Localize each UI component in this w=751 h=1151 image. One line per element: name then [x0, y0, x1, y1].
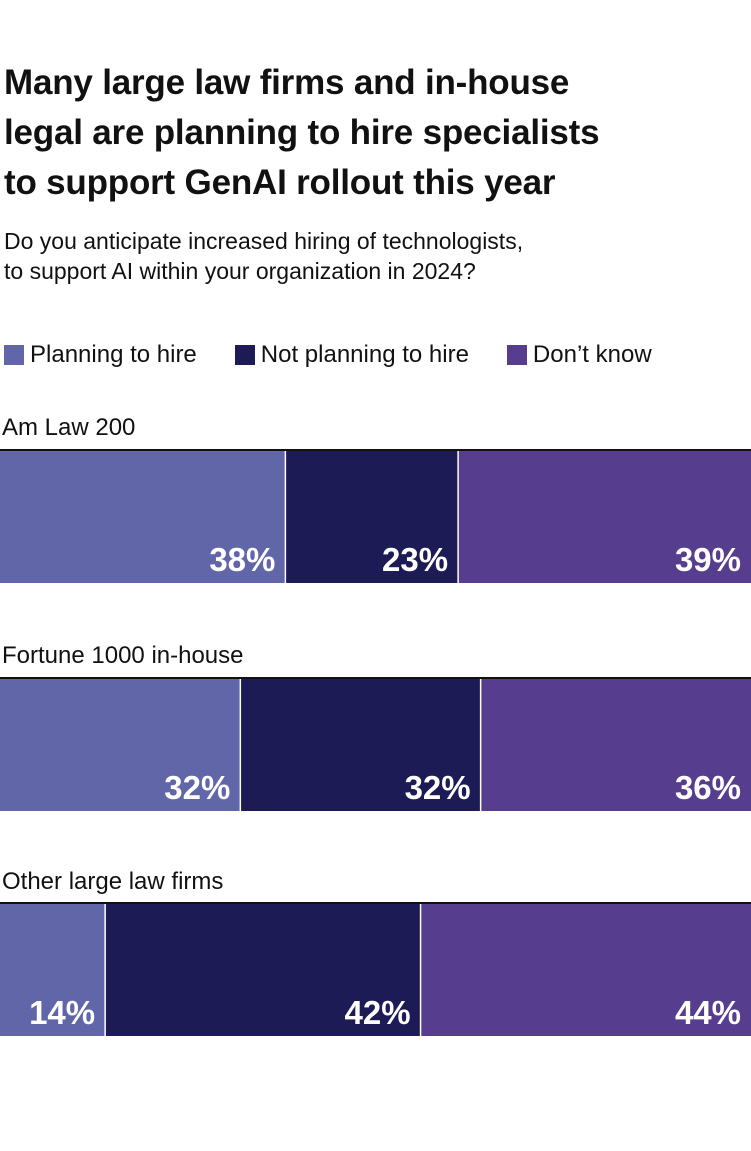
legend-item-dont-know: Don’t know — [506, 341, 652, 369]
data-label-am-law-200-not-planning: 23% — [382, 541, 448, 578]
title-line-3: to support GenAI rollout this year — [4, 163, 556, 202]
subtitle-line-1: Do you anticipate increased hiring of te… — [4, 228, 524, 254]
legend-item-planning: Planning to hire — [4, 341, 197, 369]
chart-subtitle: Do you anticipate increased hiring of te… — [4, 226, 744, 286]
legend-label-planning: Planning to hire — [30, 341, 197, 368]
data-label-fortune-1000-dont-know: 36% — [675, 769, 741, 806]
legend-swatch-dont-know — [506, 345, 527, 365]
data-label-other-large-law-firms-planning: 14% — [29, 994, 95, 1031]
data-label-am-law-200-planning: 38% — [209, 541, 275, 578]
chart-title: Many large law firms and in-house legal … — [4, 58, 744, 208]
legend-label-not-planning: Not planning to hire — [260, 341, 469, 368]
category-label-fortune-1000: Fortune 1000 in-house — [2, 642, 244, 669]
title-line-1: Many large law firms and in-house — [4, 63, 570, 102]
data-label-fortune-1000-planning: 32% — [164, 769, 230, 806]
bar-segment-am-law-200-planning — [0, 451, 286, 583]
title-line-2: legal are planning to hire specialists — [4, 113, 600, 152]
bar-segment-fortune-1000-planning — [0, 679, 241, 811]
legend-item-not-planning: Not planning to hire — [234, 341, 469, 369]
subtitle-line-2: to support AI within your organization i… — [4, 258, 476, 284]
data-label-am-law-200-dont-know: 39% — [675, 541, 741, 578]
legend-label-dont-know: Don’t know — [532, 341, 652, 368]
bar-segment-fortune-1000-dont-know — [480, 679, 751, 811]
legend: Planning to hire Not planning to hire Do… — [4, 338, 690, 372]
bar-segment-fortune-1000-not-planning — [240, 679, 481, 811]
data-label-other-large-law-firms-not-planning: 42% — [344, 994, 410, 1031]
category-label-am-law-200: Am Law 200 — [2, 414, 136, 441]
bar-segment-other-large-law-firms-not-planning — [105, 904, 421, 1036]
data-label-other-large-law-firms-dont-know: 44% — [675, 994, 741, 1031]
bar-segment-am-law-200-dont-know — [458, 451, 751, 583]
bar-segment-other-large-law-firms-dont-know — [420, 904, 751, 1036]
legend-swatch-not-planning — [234, 345, 255, 365]
legend-swatch-planning — [4, 345, 24, 365]
bar-segment-am-law-200-not-planning — [285, 451, 459, 583]
bar-segment-other-large-law-firms-planning — [0, 904, 106, 1036]
category-label-other-large-law-firms: Other large law firms — [2, 868, 224, 895]
data-label-fortune-1000-not-planning: 32% — [405, 769, 471, 806]
